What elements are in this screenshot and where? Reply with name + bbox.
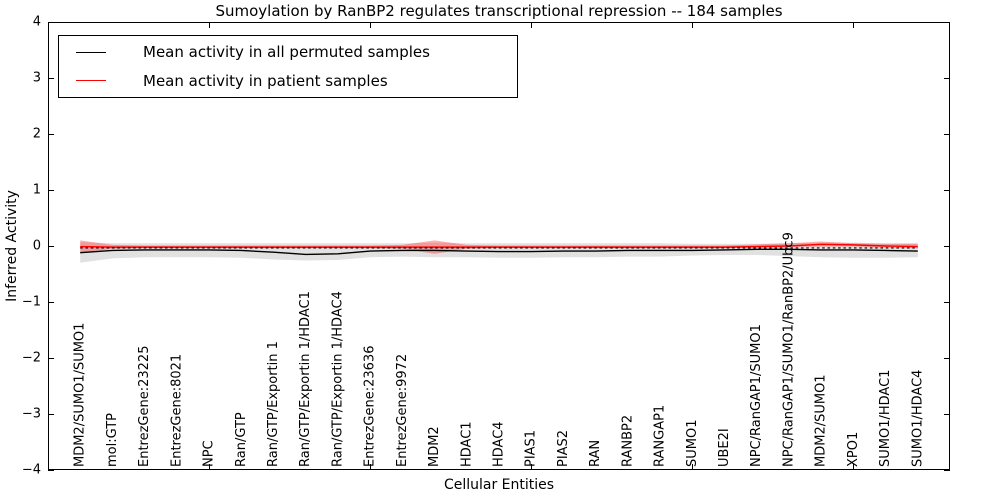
category-label: UBE2I — [717, 428, 732, 467]
permuted-line-swatch — [76, 51, 106, 53]
patient-line-swatch — [76, 80, 106, 82]
legend-label-permuted: Mean activity in all permuted samples — [143, 43, 430, 62]
y-tick-label: −2 — [22, 351, 41, 366]
category-label: NPC/RanGAP1/SUMO1 — [749, 324, 764, 467]
category-label: MDM2 — [427, 426, 442, 467]
category-label: SUMO1/HDAC4 — [910, 370, 925, 467]
category-label: HDAC4 — [492, 421, 507, 467]
permuted-mean-line — [80, 248, 918, 256]
y-tick-label: −1 — [22, 295, 41, 310]
category-label: NPC/RanGAP1/SUMO1/RanBP2/Ubc9 — [781, 232, 796, 467]
category-label: PIAS1 — [524, 430, 539, 467]
legend-box: Mean activity in all permuted samples Me… — [58, 35, 518, 98]
category-label: NPC — [202, 440, 217, 467]
category-label: RANGAP1 — [653, 405, 668, 467]
category-label: MDM2/SUMO1 — [814, 374, 829, 467]
category-label: HDAC1 — [459, 421, 474, 467]
y-axis-label: Inferred Activity — [4, 190, 20, 302]
chart-title: Sumoylation by RanBP2 regulates transcri… — [215, 2, 783, 20]
patient-mean-line — [80, 243, 918, 248]
category-label: XPO1 — [846, 432, 861, 467]
category-label: EntrezGene:23636 — [363, 346, 378, 467]
category-label: EntrezGene:8021 — [169, 354, 184, 467]
category-label: RANBP2 — [620, 415, 635, 467]
category-label: SUMO1/HDAC1 — [878, 370, 893, 467]
category-label: Ran/GTP — [234, 412, 249, 467]
category-label: SUMO1 — [685, 420, 700, 468]
category-label: Ran/GTP/Exportin 1/HDAC4 — [330, 291, 345, 467]
y-tick-label: −4 — [22, 463, 41, 478]
x-axis-label: Cellular Entities — [443, 477, 555, 493]
legend-row-permuted: Mean activity in all permuted samples — [59, 38, 517, 66]
category-label: Ran/GTP/Exportin 1 — [266, 341, 281, 467]
y-tick-label: 3 — [33, 71, 41, 86]
y-tick-label: 4 — [33, 15, 41, 30]
legend-row-patient: Mean activity in patient samples — [59, 67, 517, 95]
category-label: EntrezGene:9972 — [395, 354, 410, 467]
category-label: PIAS2 — [556, 430, 571, 467]
legend-label-patient: Mean activity in patient samples — [143, 71, 388, 90]
category-label: Ran/GTP/Exportin 1/HDAC1 — [298, 291, 313, 467]
y-tick-label: 1 — [33, 183, 41, 198]
category-label: EntrezGene:23225 — [137, 346, 152, 467]
y-tick-label: 0 — [33, 239, 41, 254]
y-tick-label: 2 — [33, 127, 41, 142]
category-label: MDM2/SUMO1/SUMO1 — [73, 323, 88, 467]
y-tick-label: −3 — [22, 407, 41, 422]
category-label: mol:GTP — [105, 413, 120, 467]
category-label: RAN — [588, 440, 603, 467]
